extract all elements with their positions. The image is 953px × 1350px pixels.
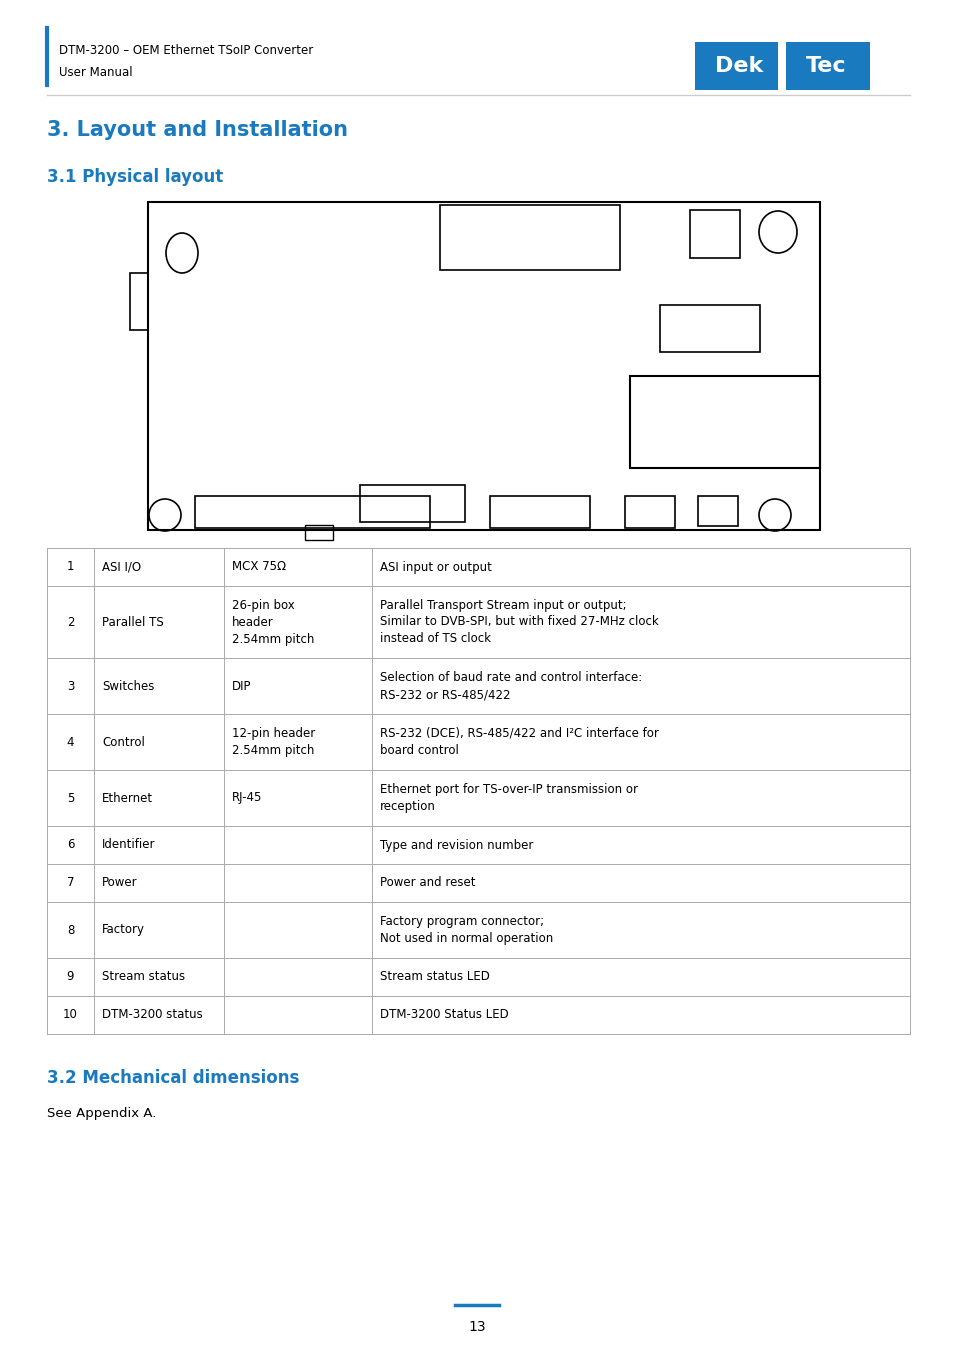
Text: Identifier: Identifier <box>102 838 155 852</box>
Bar <box>305 525 333 540</box>
Bar <box>659 305 760 352</box>
Text: 4: 4 <box>67 736 74 748</box>
Text: Tec: Tec <box>805 55 845 76</box>
Text: Ethernet: Ethernet <box>102 791 153 805</box>
Bar <box>629 377 820 468</box>
Text: ASI I/O: ASI I/O <box>102 560 141 574</box>
Bar <box>490 495 589 528</box>
Text: Dek: Dek <box>714 55 762 76</box>
Text: 8: 8 <box>67 923 74 937</box>
Text: Power and reset: Power and reset <box>379 876 475 890</box>
Bar <box>439 205 619 270</box>
Text: RJ-45: RJ-45 <box>232 791 262 805</box>
Text: Factory: Factory <box>102 923 145 937</box>
Text: MCX 75Ω: MCX 75Ω <box>232 560 286 574</box>
Text: 5: 5 <box>67 791 74 805</box>
Bar <box>695 42 869 90</box>
Bar <box>359 485 464 522</box>
Text: Parallel TS: Parallel TS <box>102 616 164 629</box>
Text: Parallel Transport Stream input or output;
Similar to DVB-SPI, but with fixed 27: Parallel Transport Stream input or outpu… <box>379 598 659 645</box>
Text: 6: 6 <box>67 838 74 852</box>
Text: Power: Power <box>102 876 137 890</box>
Text: 3.1 Physical layout: 3.1 Physical layout <box>47 167 223 186</box>
Text: 3.2 Mechanical dimensions: 3.2 Mechanical dimensions <box>47 1069 299 1087</box>
Text: DTM-3200 status: DTM-3200 status <box>102 1008 203 1022</box>
Text: Factory program connector;
Not used in normal operation: Factory program connector; Not used in n… <box>379 915 553 945</box>
Text: 3: 3 <box>67 679 74 693</box>
Text: 2: 2 <box>67 616 74 629</box>
Text: RS-232 (DCE), RS-485/422 and I²C interface for
board control: RS-232 (DCE), RS-485/422 and I²C interfa… <box>379 728 659 757</box>
Bar <box>194 495 430 528</box>
Text: Control: Control <box>102 736 145 748</box>
Text: DTM-3200 Status LED: DTM-3200 Status LED <box>379 1008 508 1022</box>
Text: 12-pin header
2.54mm pitch: 12-pin header 2.54mm pitch <box>232 728 314 757</box>
Text: 7: 7 <box>67 876 74 890</box>
Text: Stream status LED: Stream status LED <box>379 971 489 984</box>
Text: ASI input or output: ASI input or output <box>379 560 492 574</box>
Text: User Manual: User Manual <box>59 66 132 78</box>
Text: Selection of baud rate and control interface:
RS-232 or RS-485/422: Selection of baud rate and control inter… <box>379 671 641 701</box>
Text: 9: 9 <box>67 971 74 984</box>
Bar <box>689 211 740 258</box>
Text: Ethernet port for TS-over-IP transmission or
reception: Ethernet port for TS-over-IP transmissio… <box>379 783 638 813</box>
Bar <box>698 495 738 526</box>
Text: DIP: DIP <box>232 679 252 693</box>
Text: 1: 1 <box>67 560 74 574</box>
Text: Type and revision number: Type and revision number <box>379 838 533 852</box>
Text: Stream status: Stream status <box>102 971 185 984</box>
Text: 13: 13 <box>468 1320 485 1334</box>
Text: 10: 10 <box>63 1008 78 1022</box>
Text: Switches: Switches <box>102 679 154 693</box>
Text: See Appendix A.: See Appendix A. <box>47 1107 156 1120</box>
Bar <box>148 202 820 531</box>
Text: 26-pin box
header
2.54mm pitch: 26-pin box header 2.54mm pitch <box>232 598 314 645</box>
Text: DTM-3200 – OEM Ethernet TSoIP Converter: DTM-3200 – OEM Ethernet TSoIP Converter <box>59 43 313 57</box>
Bar <box>130 273 148 329</box>
Bar <box>778 42 785 90</box>
Bar <box>624 495 675 528</box>
Text: 3. Layout and Installation: 3. Layout and Installation <box>47 120 348 140</box>
